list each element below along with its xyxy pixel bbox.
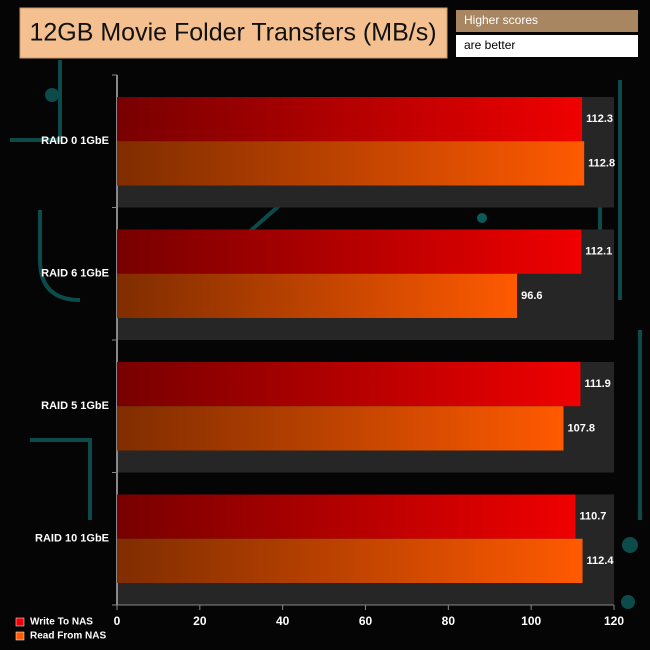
bar (117, 538, 583, 583)
x-tick-label: 60 (359, 614, 373, 628)
bar (117, 406, 564, 451)
bar (117, 229, 582, 274)
x-tick-label: 20 (193, 614, 207, 628)
bar (117, 141, 585, 186)
bar (117, 97, 583, 142)
circuit-dot (622, 537, 638, 553)
legend-swatch (15, 617, 25, 627)
legend-label: Read From NAS (30, 631, 106, 642)
value-label: 107.8 (567, 422, 595, 434)
value-label: 112.4 (587, 555, 615, 567)
annotation: are better (464, 38, 515, 52)
circuit-dot (621, 595, 635, 609)
category-label: RAID 10 1GbE (35, 533, 109, 545)
category-label: RAID 5 1GbE (41, 400, 109, 412)
x-tick-label: 0 (114, 614, 121, 628)
x-tick-label: 100 (521, 614, 541, 628)
annotation: Higher scores (464, 13, 538, 27)
category-label: RAID 6 1GbE (41, 268, 109, 280)
bar (117, 362, 581, 407)
circuit-dot (45, 88, 59, 102)
value-label: 112.1 (585, 246, 612, 258)
circuit-line (10, 60, 62, 142)
x-tick-label: 120 (604, 614, 624, 628)
category-label: RAID 0 1GbE (41, 135, 109, 147)
x-tick-label: 80 (442, 614, 456, 628)
legend-label: Write To NAS (30, 617, 93, 628)
value-label: 96.6 (521, 290, 542, 302)
value-label: 110.7 (579, 511, 606, 523)
annotation-box (456, 10, 638, 32)
legend-swatch (15, 631, 25, 641)
chart-title: 12GB Movie Folder Transfers (MB/s) (29, 19, 436, 47)
value-label: 112.3 (586, 113, 613, 125)
value-label: 112.8 (588, 157, 615, 169)
title-box (19, 7, 448, 59)
x-tick-label: 40 (276, 614, 290, 628)
bar (117, 494, 576, 539)
circuit-dot (477, 213, 487, 223)
bar (117, 273, 518, 318)
circuit-line (38, 210, 81, 302)
circuit-line (30, 438, 92, 520)
annotation-box (456, 35, 638, 57)
value-label: 111.9 (584, 378, 610, 390)
